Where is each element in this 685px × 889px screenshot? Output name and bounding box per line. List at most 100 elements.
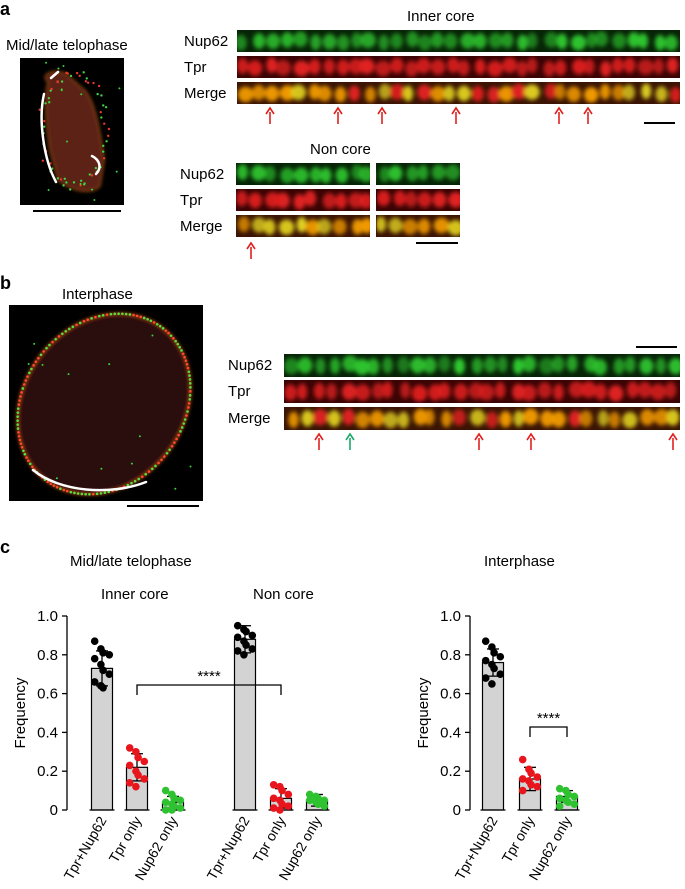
data-point — [140, 775, 149, 783]
data-point — [132, 782, 140, 791]
data-point — [527, 769, 535, 777]
interphase-region-outline — [31, 468, 148, 492]
data-point — [248, 645, 257, 653]
data-point — [105, 670, 114, 678]
non-core-row-label-tpr: Tpr — [180, 192, 203, 209]
y-tick-label: 1.0 — [37, 608, 58, 625]
data-point — [564, 798, 572, 807]
x-tick-label: Tpr+Nup62 — [61, 813, 110, 882]
non-core-strip-right-nup — [377, 163, 460, 185]
interphase-strips: Nup62 Tpr Merge — [228, 354, 680, 450]
data-point — [97, 660, 105, 669]
inner-core-row-label-mer: Merge — [184, 85, 227, 102]
x-tick-label: Tpr only — [498, 814, 537, 866]
data-point — [132, 748, 140, 756]
inner-core-arrow-5 — [554, 106, 564, 124]
y-axis-label: Frequency — [12, 677, 29, 748]
x-tick-label: Tpr+Nup62 — [452, 813, 501, 882]
data-point — [170, 794, 178, 803]
data-point — [242, 627, 250, 636]
non-core-gap — [370, 160, 376, 242]
non-core-arrow-1 — [246, 241, 256, 259]
interphase-row-label-mer: Merge — [228, 410, 271, 427]
data-point — [269, 794, 278, 803]
panel-b-letter: b — [0, 273, 11, 293]
group2-title: Interphase — [484, 553, 555, 570]
interphase-cell-image — [9, 305, 203, 501]
data-point — [527, 780, 535, 789]
interphase-strip-mer — [284, 407, 680, 430]
y-tick-label: 0.8 — [440, 647, 461, 664]
inner-core-label: Inner core — [101, 586, 169, 603]
data-point — [533, 773, 542, 781]
y-tick-label: 0.2 — [37, 763, 58, 780]
inner-core-strip-mer — [237, 82, 680, 104]
inner-core-title: Inner core — [407, 8, 475, 25]
y-tick-label: 0.8 — [37, 647, 58, 664]
inner-core-row-label-nup: Nup62 — [184, 33, 228, 50]
data-point — [481, 674, 490, 682]
data-point — [570, 792, 579, 801]
panel-c-letter: c — [0, 537, 10, 557]
data-point — [140, 757, 149, 766]
data-point — [105, 651, 114, 659]
non-core-row-label-mer: Merge — [180, 218, 223, 235]
significance-label: **** — [197, 668, 221, 685]
data-point — [284, 802, 293, 810]
interphase-row-label-nup: Nup62 — [228, 357, 272, 374]
non-core-title: Non core — [310, 141, 371, 158]
data-point — [269, 804, 278, 812]
data-point — [490, 649, 498, 657]
data-point — [278, 800, 286, 808]
y-tick-label: 0 — [453, 802, 461, 819]
significance-label: **** — [537, 710, 561, 727]
data-point — [90, 678, 99, 686]
data-point — [233, 647, 242, 655]
non-core-strip-right-tpr — [377, 189, 460, 211]
data-point — [533, 782, 542, 791]
data-point — [161, 798, 170, 807]
y-tick-label: 0.2 — [440, 763, 461, 780]
data-point — [276, 806, 284, 814]
inner-core-arrow-3 — [377, 106, 387, 124]
data-point — [555, 784, 564, 793]
significance-bracket — [529, 726, 568, 737]
non-core-strips: Nup62 Tpr Merge — [180, 160, 460, 259]
telophase-cell-image — [20, 58, 124, 205]
data-point — [125, 744, 134, 752]
y-axis-label: Frequency — [415, 677, 432, 748]
y-tick-label: 0.4 — [440, 724, 461, 741]
data-point — [314, 800, 322, 808]
y-tick-label: 0.4 — [37, 724, 58, 741]
y-tick-label: 1.0 — [440, 608, 461, 625]
data-point — [555, 802, 564, 810]
data-point — [488, 643, 496, 651]
data-point — [518, 786, 527, 795]
panel-b-cell-title: Interphase — [62, 286, 133, 303]
inner-core-strip-tpr — [237, 56, 680, 78]
significance-bracket — [136, 684, 282, 695]
data-point — [488, 680, 496, 688]
data-point — [555, 794, 564, 803]
interphase-arrow-4 — [526, 432, 536, 450]
data-point — [161, 786, 170, 795]
data-point — [176, 804, 185, 812]
interphase-arrow-1 — [314, 432, 324, 450]
data-point — [496, 670, 505, 678]
inner-core-arrow-2 — [333, 106, 343, 124]
data-point — [161, 806, 170, 814]
data-point — [305, 790, 314, 799]
inner-core-arrow-1 — [265, 106, 275, 124]
interphase-arrow-3 — [474, 432, 484, 450]
data-point — [481, 637, 490, 646]
y-tick-label: 0 — [50, 802, 58, 819]
data-point — [125, 761, 134, 770]
interphase-strip-nup — [284, 354, 680, 377]
data-point — [490, 664, 498, 673]
data-point — [518, 755, 527, 764]
data-point — [320, 796, 329, 805]
data-point — [125, 779, 134, 787]
data-point — [233, 633, 242, 642]
interphase-arrow-2 — [345, 432, 355, 450]
